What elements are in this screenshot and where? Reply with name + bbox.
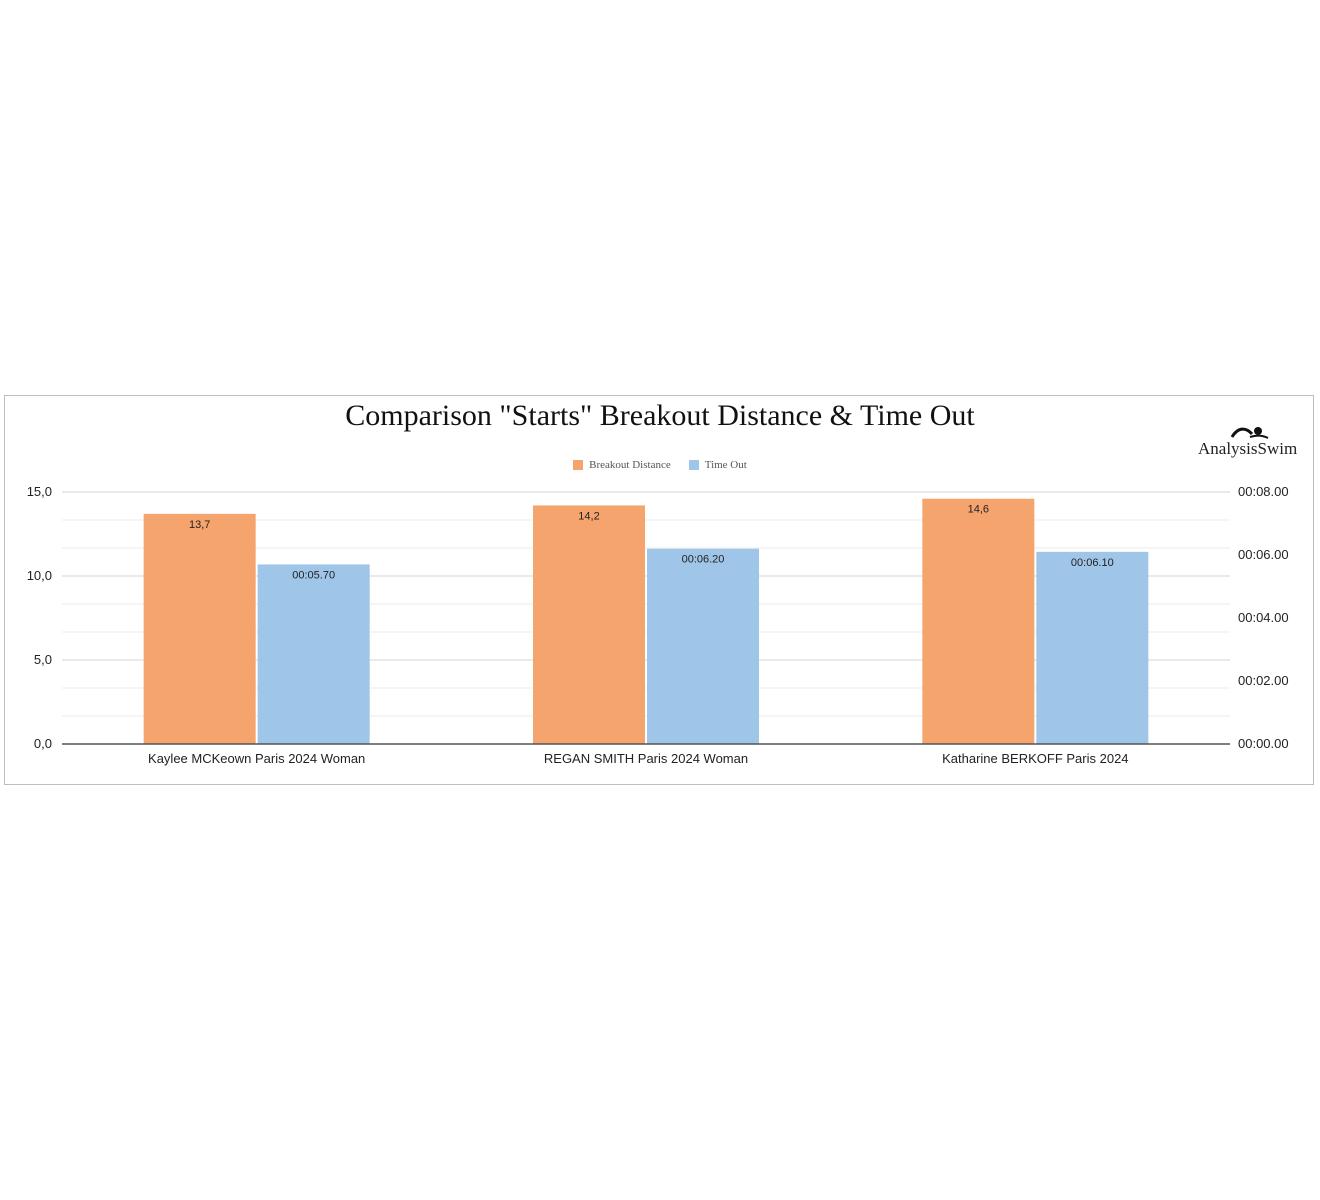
legend-swatch-breakout-distance (573, 460, 584, 470)
legend-swatch-time-out (688, 460, 699, 470)
y-left-tick-label: 10,0 (27, 568, 52, 583)
bar-breakout-distance (533, 505, 645, 744)
data-label: 00:06.20 (682, 554, 725, 566)
bar-breakout-distance (143, 513, 256, 744)
analysisswim-logo: AnalysisSwim (1198, 425, 1308, 459)
y-right-tick-label: 00:08.00 (1238, 484, 1289, 499)
legend-item-time-out: Time Out (688, 459, 747, 471)
swimmer-icon (1230, 427, 1269, 439)
legend: Breakout Distance Time Out (0, 459, 1320, 471)
x-category-label: Katharine BERKOFF Paris 2024 (942, 751, 1128, 766)
y-right-tick-label: 00:06.00 (1238, 547, 1289, 562)
bar-time-out (647, 548, 759, 744)
bar-breakout-distance (922, 498, 1035, 744)
logo-text: AnalysisSwim (1198, 439, 1298, 458)
legend-item-breakout-distance: Breakout Distance (573, 459, 671, 471)
y-left-tick-label: 5,0 (34, 652, 52, 667)
y-right-tick-label: 00:00.00 (1238, 736, 1289, 751)
y-right-tick-label: 00:02.00 (1238, 673, 1289, 688)
data-label: 13,7 (189, 519, 210, 531)
x-category-label: REGAN SMITH Paris 2024 Woman (544, 751, 748, 766)
legend-label-time-out: Time Out (704, 459, 747, 471)
x-category-label: Kaylee MCKeown Paris 2024 Woman (148, 751, 365, 766)
y-left-tick-label: 15,0 (27, 484, 52, 499)
data-label: 00:05.70 (292, 569, 335, 581)
chart-title: Comparison "Starts" Breakout Distance & … (345, 399, 975, 432)
bar-time-out (257, 564, 370, 744)
bar-time-out (1036, 551, 1149, 744)
y-right-tick-label: 00:04.00 (1238, 610, 1289, 625)
data-label: 14,6 (968, 504, 989, 516)
legend-label-breakout-distance: Breakout Distance (589, 459, 671, 471)
y-left-tick-label: 0,0 (34, 736, 52, 751)
data-label: 00:06.10 (1071, 557, 1114, 569)
data-label: 14,2 (578, 510, 599, 522)
